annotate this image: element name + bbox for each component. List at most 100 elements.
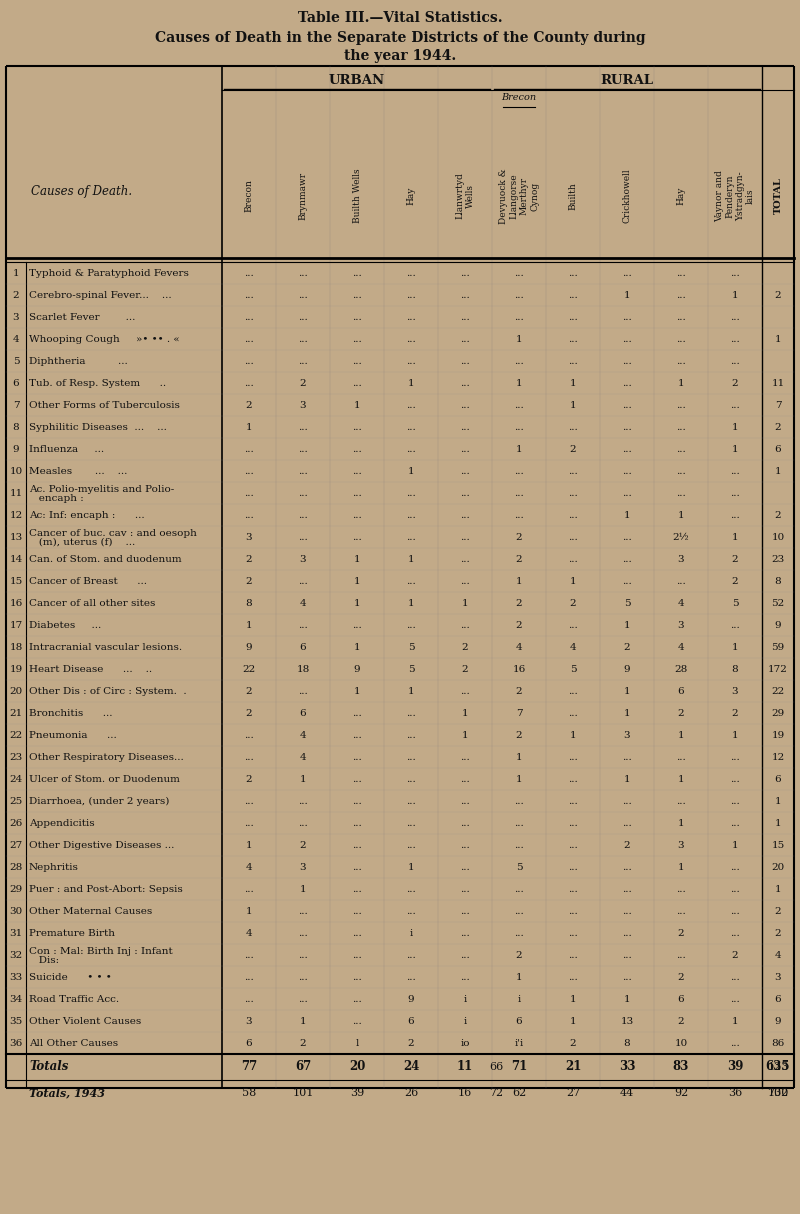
Text: 3: 3 [246, 1016, 252, 1026]
Text: ...: ... [622, 533, 632, 541]
Text: 1: 1 [408, 599, 414, 607]
Text: ...: ... [352, 466, 362, 476]
Text: 11: 11 [457, 1061, 473, 1073]
Text: 22: 22 [10, 731, 22, 739]
Text: ...: ... [514, 466, 524, 476]
Text: 25: 25 [10, 796, 22, 806]
Text: ...: ... [406, 620, 416, 630]
Text: ...: ... [352, 840, 362, 850]
Text: 23: 23 [10, 753, 22, 761]
Text: ...: ... [244, 994, 254, 1004]
Text: 5: 5 [408, 642, 414, 652]
Text: ...: ... [406, 840, 416, 850]
Text: 1: 1 [732, 840, 738, 850]
Text: 1: 1 [354, 642, 360, 652]
Text: Puer : and Post-Abort: Sepsis: Puer : and Post-Abort: Sepsis [29, 885, 182, 894]
Text: 32: 32 [10, 951, 22, 959]
Text: 6: 6 [300, 709, 306, 717]
Text: Heart Disease      ...    ..: Heart Disease ... .. [29, 664, 152, 674]
Text: ...: ... [730, 907, 740, 915]
Text: 1: 1 [678, 379, 684, 387]
Text: ...: ... [676, 357, 686, 365]
Text: ...: ... [352, 709, 362, 717]
Text: 9: 9 [354, 664, 360, 674]
Text: 4: 4 [678, 642, 684, 652]
Text: ...: ... [514, 885, 524, 894]
Text: TOTAL: TOTAL [774, 177, 782, 215]
Text: ...: ... [298, 620, 308, 630]
Text: 2: 2 [678, 929, 684, 937]
Text: 9: 9 [246, 642, 252, 652]
Text: 1: 1 [624, 686, 630, 696]
Text: 39: 39 [350, 1088, 364, 1097]
Text: 4: 4 [300, 731, 306, 739]
Text: 92: 92 [674, 1088, 688, 1097]
Text: ...: ... [676, 466, 686, 476]
Text: i: i [463, 1016, 466, 1026]
Text: ...: ... [352, 753, 362, 761]
Text: ...: ... [514, 290, 524, 300]
Text: 67: 67 [295, 1061, 311, 1073]
Text: 2: 2 [516, 555, 522, 563]
Text: 2: 2 [246, 686, 252, 696]
Text: 2: 2 [732, 709, 738, 717]
Text: 1: 1 [408, 555, 414, 563]
Text: ...: ... [406, 357, 416, 365]
Text: ...: ... [730, 929, 740, 937]
Text: ...: ... [676, 907, 686, 915]
Text: 10: 10 [10, 466, 22, 476]
Text: ...: ... [352, 268, 362, 278]
Text: ...: ... [568, 753, 578, 761]
Text: 2: 2 [246, 555, 252, 563]
Text: 2: 2 [732, 379, 738, 387]
Text: encaph :: encaph : [29, 494, 84, 503]
Text: ...: ... [514, 511, 524, 520]
Text: Causes of Death in the Separate Districts of the County during: Causes of Death in the Separate District… [154, 32, 646, 45]
Text: ...: ... [244, 444, 254, 454]
Text: 635: 635 [766, 1061, 790, 1073]
Text: ...: ... [622, 357, 632, 365]
Text: Hay: Hay [677, 187, 686, 205]
Text: Brynmawr: Brynmawr [298, 172, 307, 220]
Text: Ac. Polio-myelitis and Polio-: Ac. Polio-myelitis and Polio- [29, 486, 174, 494]
Text: ...: ... [730, 511, 740, 520]
Text: ...: ... [568, 929, 578, 937]
Text: 1: 1 [732, 642, 738, 652]
Text: 1: 1 [570, 994, 576, 1004]
Text: ...: ... [730, 312, 740, 322]
Text: ...: ... [244, 466, 254, 476]
Text: 2½: 2½ [673, 533, 690, 541]
Text: 16: 16 [458, 1088, 472, 1097]
Text: ...: ... [460, 290, 470, 300]
Text: ...: ... [406, 818, 416, 828]
Text: 6: 6 [774, 775, 782, 783]
Text: 62: 62 [512, 1088, 526, 1097]
Text: 6: 6 [13, 379, 19, 387]
Text: 2: 2 [516, 533, 522, 541]
Text: ...: ... [352, 290, 362, 300]
Text: ...: ... [352, 907, 362, 915]
Text: 2: 2 [13, 290, 19, 300]
Text: 3: 3 [678, 840, 684, 850]
Text: 35: 35 [10, 1016, 22, 1026]
Text: ...: ... [568, 972, 578, 981]
Text: Whooping Cough     »• •• . «: Whooping Cough »• •• . « [29, 335, 180, 344]
Text: 5: 5 [516, 862, 522, 872]
Text: ...: ... [298, 511, 308, 520]
Text: ...: ... [622, 796, 632, 806]
Text: 16: 16 [512, 664, 526, 674]
Text: Intracranial vascular lesions.: Intracranial vascular lesions. [29, 642, 182, 652]
Text: ...: ... [730, 335, 740, 344]
Text: 6: 6 [678, 686, 684, 696]
Text: ...: ... [568, 862, 578, 872]
Text: 1: 1 [354, 577, 360, 585]
Text: 1: 1 [570, 379, 576, 387]
Text: 21: 21 [565, 1061, 581, 1073]
Text: ...: ... [352, 488, 362, 498]
Text: Measles       ...    ...: Measles ... ... [29, 466, 127, 476]
Text: Other Violent Causes: Other Violent Causes [29, 1016, 142, 1026]
Text: 1: 1 [13, 268, 19, 278]
Text: ...: ... [568, 620, 578, 630]
Text: ...: ... [406, 312, 416, 322]
Text: i: i [463, 994, 466, 1004]
